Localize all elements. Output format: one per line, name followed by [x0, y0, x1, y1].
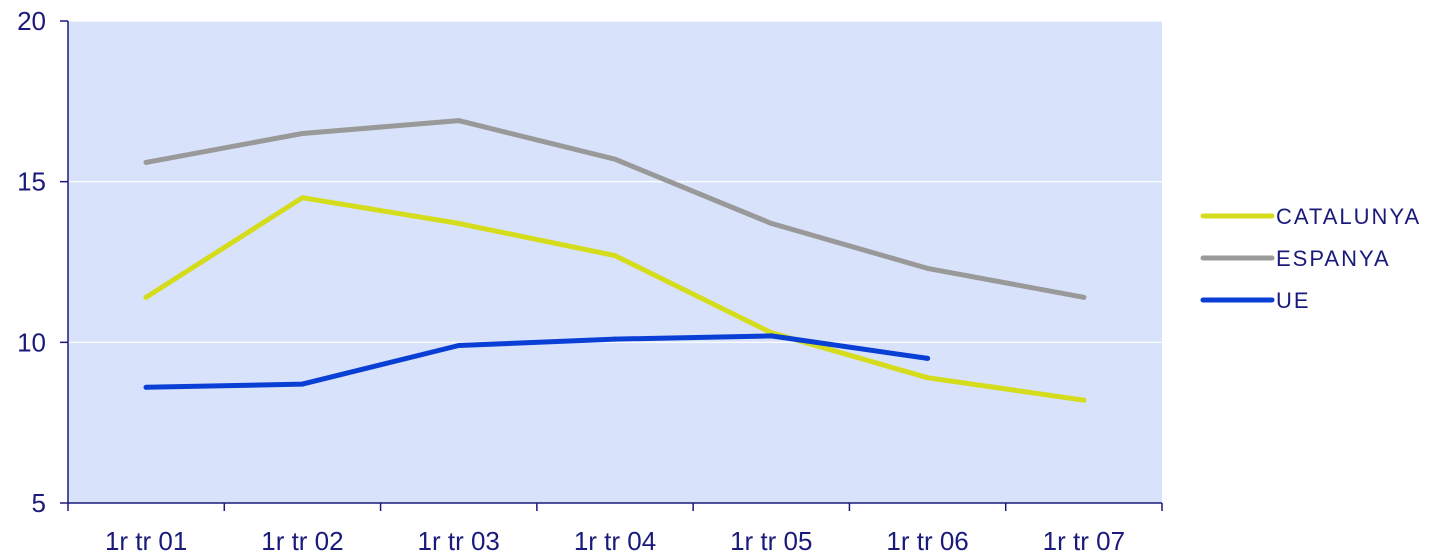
legend-label-ue: UE [1276, 288, 1311, 313]
data-point-catalunya-6 [1081, 397, 1087, 403]
data-point-catalunya-3 [612, 253, 618, 259]
data-point-espanya-2 [456, 118, 462, 124]
series-line-ue [143, 333, 931, 390]
x-tick-label-1r-tr-03: 1r tr 03 [418, 526, 500, 556]
legend: CATALUNYA ESPANYA UE [1200, 204, 1421, 313]
x-tick-label-1r-tr-05: 1r tr 05 [730, 526, 812, 556]
data-point-ue-3 [612, 336, 618, 342]
series-lines [143, 118, 1087, 403]
x-tick-label-1r-tr-06: 1r tr 06 [886, 526, 968, 556]
y-axis-ticks: 5 10 15 20 [17, 6, 68, 518]
data-point-ue-2 [456, 343, 462, 349]
legend-label-espanya: ESPANYA [1276, 246, 1391, 271]
data-point-catalunya-5 [925, 375, 931, 381]
x-tick-label-1r-tr-07: 1r tr 07 [1043, 526, 1125, 556]
axes [67, 21, 1162, 504]
data-point-ue-5 [925, 355, 931, 361]
legend-label-catalunya: CATALUNYA [1276, 204, 1421, 229]
gridlines [68, 20, 1162, 343]
y-tick-label-5: 5 [32, 488, 46, 518]
x-tick-label-1r-tr-02: 1r tr 02 [261, 526, 343, 556]
data-point-ue-1 [299, 381, 305, 387]
data-point-catalunya-1 [299, 195, 305, 201]
data-point-espanya-5 [925, 265, 931, 271]
x-tick-label-1r-tr-04: 1r tr 04 [574, 526, 656, 556]
data-point-espanya-6 [1081, 294, 1087, 300]
data-point-espanya-0 [143, 159, 149, 165]
data-point-espanya-4 [768, 220, 774, 226]
x-axis-ticks: 1r tr 01 1r tr 02 1r tr 03 1r tr 04 1r tr 05… [67, 503, 1163, 556]
x-tick-label-1r-tr-01: 1r tr 01 [105, 526, 187, 556]
data-point-ue-0 [143, 384, 149, 390]
data-point-catalunya-0 [143, 294, 149, 300]
data-point-espanya-3 [612, 156, 618, 162]
y-tick-label-15: 15 [17, 167, 46, 197]
data-point-espanya-1 [299, 130, 305, 136]
data-point-catalunya-2 [456, 220, 462, 226]
y-tick-label-20: 20 [17, 6, 46, 36]
y-tick-label-10: 10 [17, 327, 46, 357]
data-point-ue-4 [768, 333, 774, 339]
plot-area [68, 21, 1162, 503]
